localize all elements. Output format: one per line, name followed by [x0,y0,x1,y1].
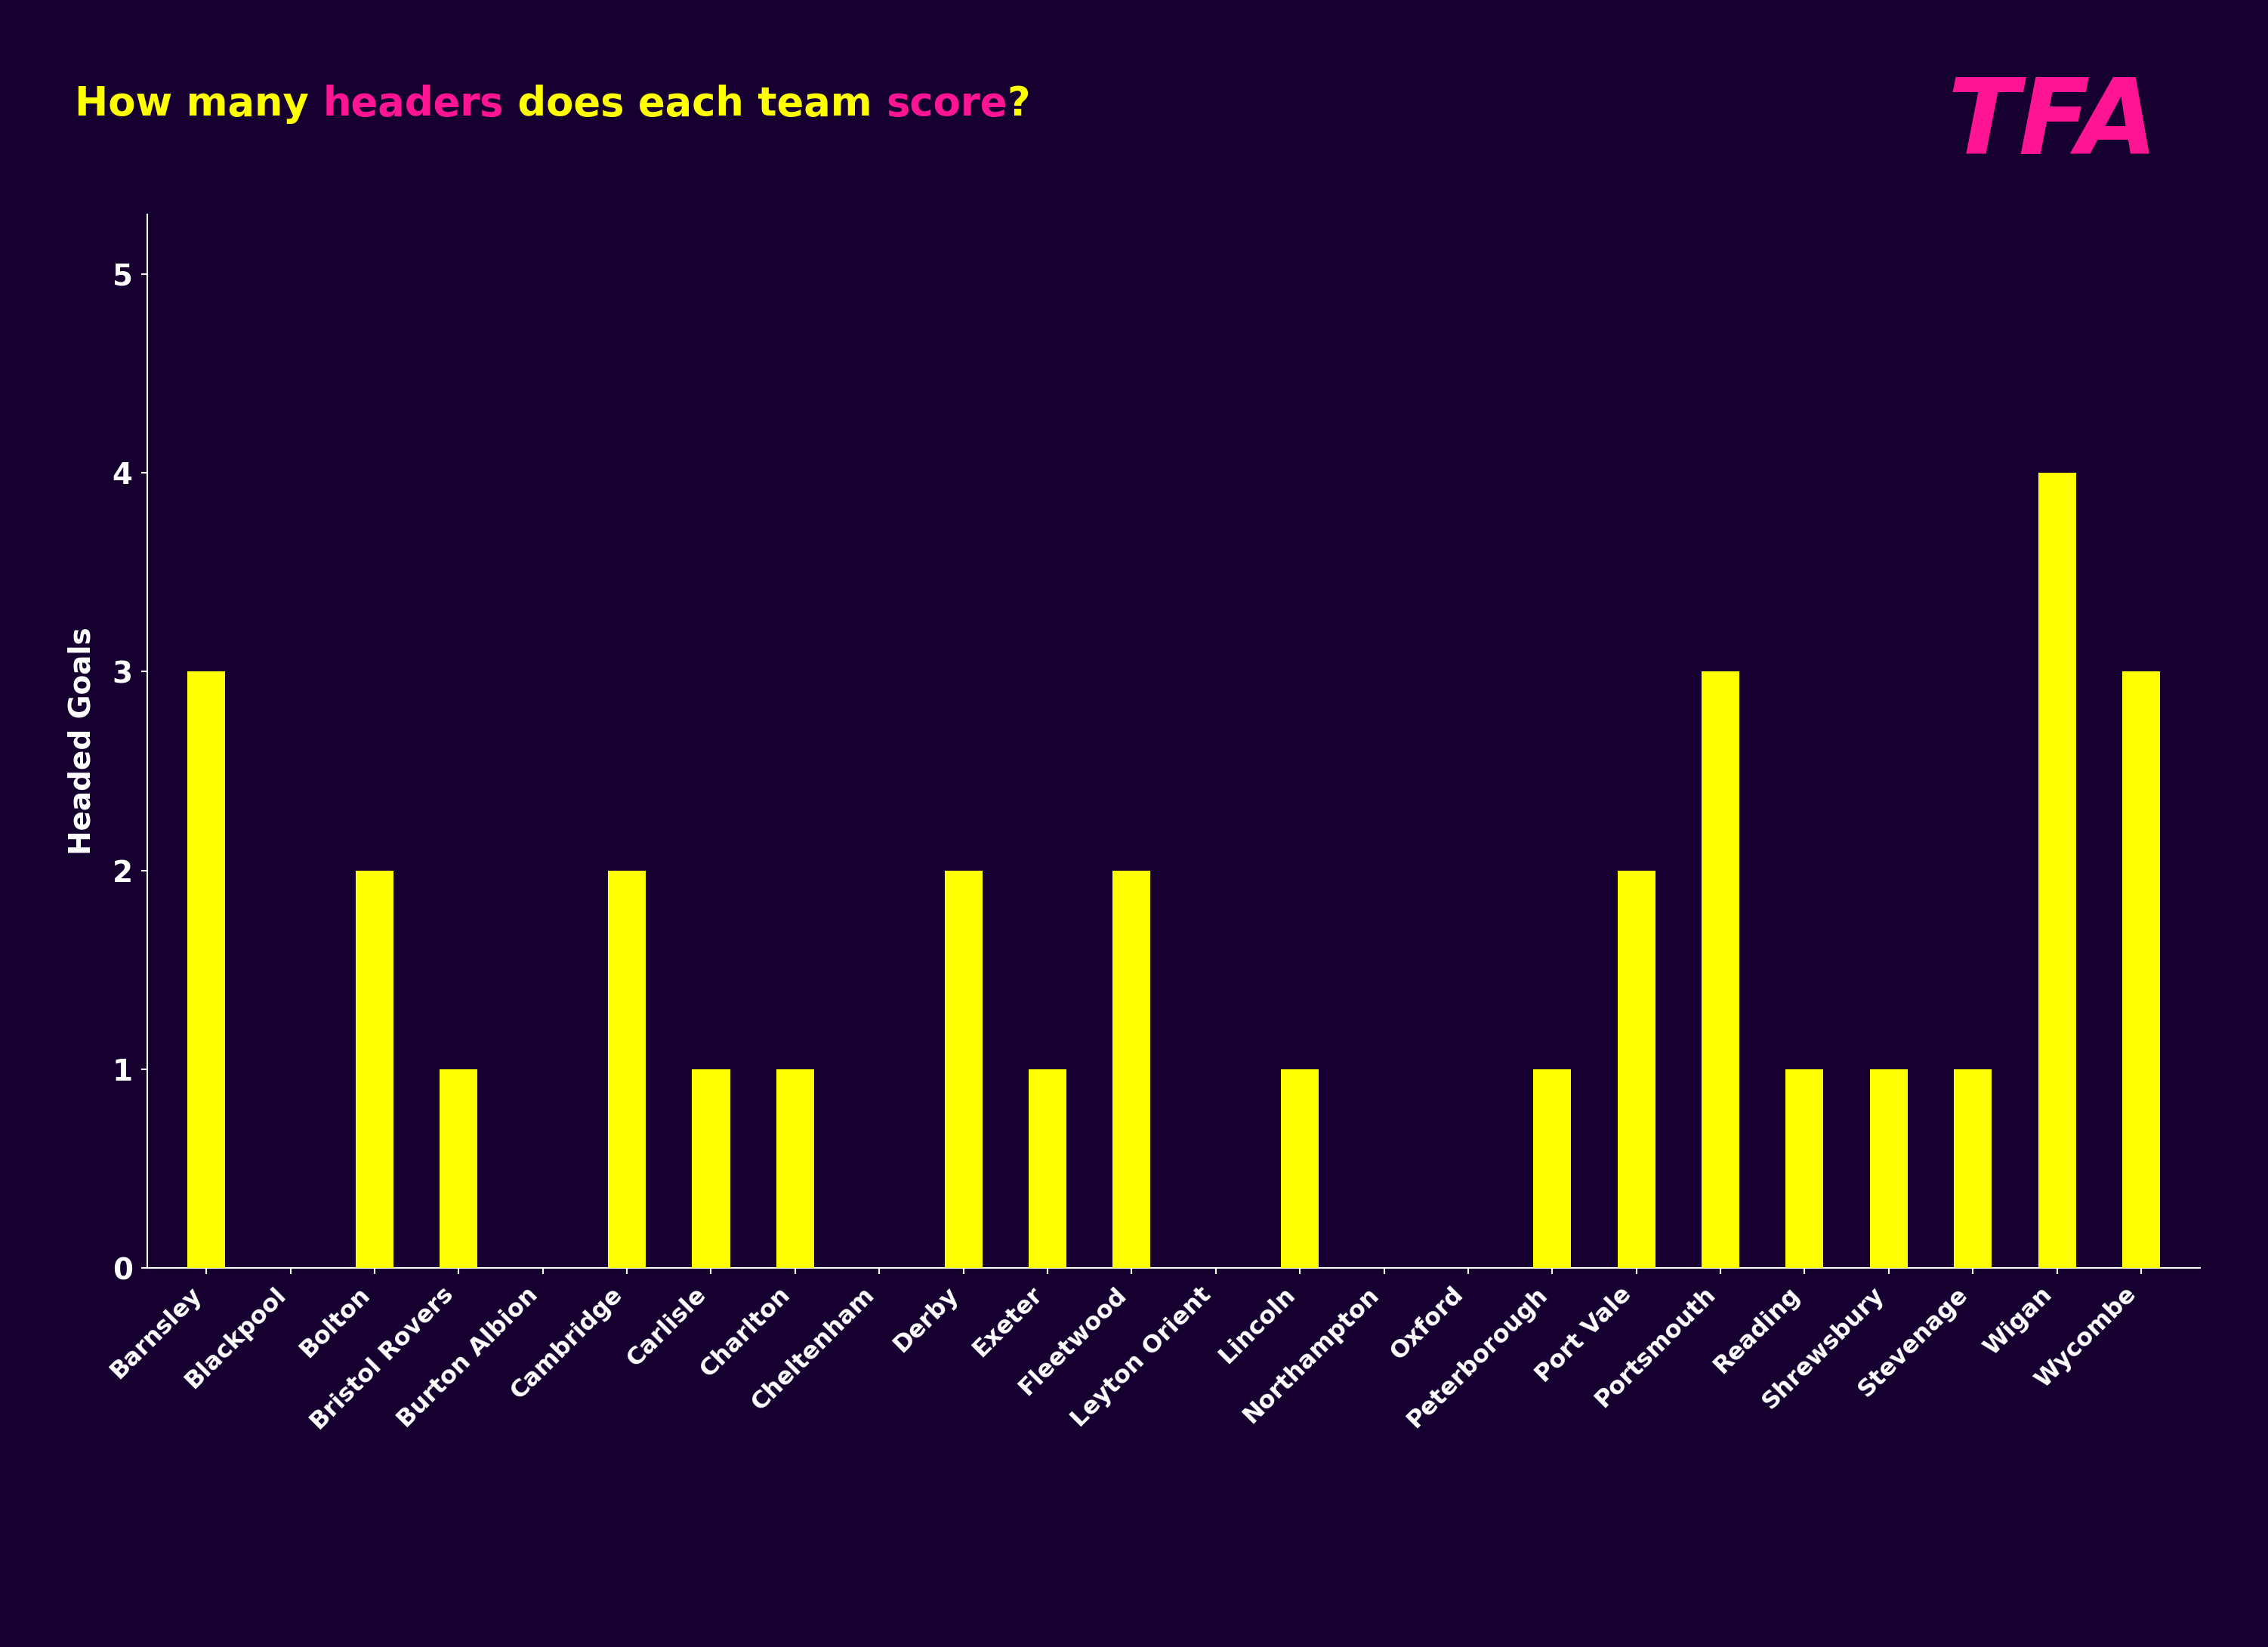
Bar [943,870,982,1268]
Bar [2123,672,2159,1268]
Bar [1114,870,1150,1268]
Bar [188,672,225,1268]
Bar [1869,1069,1907,1268]
Text: does each team: does each team [503,84,887,124]
Text: ?: ? [1007,84,1030,124]
Bar [692,1069,730,1268]
Bar [1281,1069,1318,1268]
Text: TFA: TFA [1948,74,2157,176]
Text: headers: headers [322,84,503,124]
Bar [1030,1069,1066,1268]
Bar [608,870,646,1268]
Bar [356,870,392,1268]
Y-axis label: Headed Goals: Headed Goals [68,628,98,855]
Bar [776,1069,814,1268]
Bar [1955,1069,1991,1268]
Bar [1785,1069,1823,1268]
Bar [1701,672,1740,1268]
Bar [1533,1069,1572,1268]
Bar [2039,473,2075,1268]
Bar [440,1069,479,1268]
Text: score: score [887,84,1007,124]
Bar [1617,870,1656,1268]
Text: How many: How many [75,84,322,124]
